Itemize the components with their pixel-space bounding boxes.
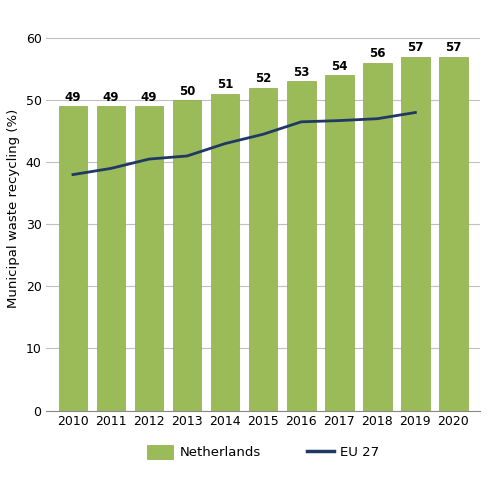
Text: 51: 51 xyxy=(217,78,233,91)
Text: 56: 56 xyxy=(369,47,386,60)
Text: 49: 49 xyxy=(103,91,119,104)
Text: 50: 50 xyxy=(179,85,195,98)
Bar xyxy=(287,82,316,411)
Bar xyxy=(173,100,202,411)
Y-axis label: Municipal waste recycling (%): Municipal waste recycling (%) xyxy=(7,109,20,308)
Legend: Netherlands, EU 27: Netherlands, EU 27 xyxy=(142,440,385,465)
Text: 49: 49 xyxy=(65,91,81,104)
Bar xyxy=(325,75,354,411)
Text: 53: 53 xyxy=(293,66,309,79)
Bar xyxy=(401,57,430,411)
Text: 49: 49 xyxy=(141,91,157,104)
Bar xyxy=(249,88,278,411)
Bar xyxy=(439,57,468,411)
Text: 52: 52 xyxy=(255,72,271,85)
Bar xyxy=(363,63,392,411)
Bar xyxy=(211,94,240,411)
Bar xyxy=(59,106,87,411)
Text: 57: 57 xyxy=(407,41,424,54)
Text: 54: 54 xyxy=(331,60,348,73)
Text: 57: 57 xyxy=(445,41,462,54)
Bar xyxy=(135,106,163,411)
Bar xyxy=(97,106,125,411)
